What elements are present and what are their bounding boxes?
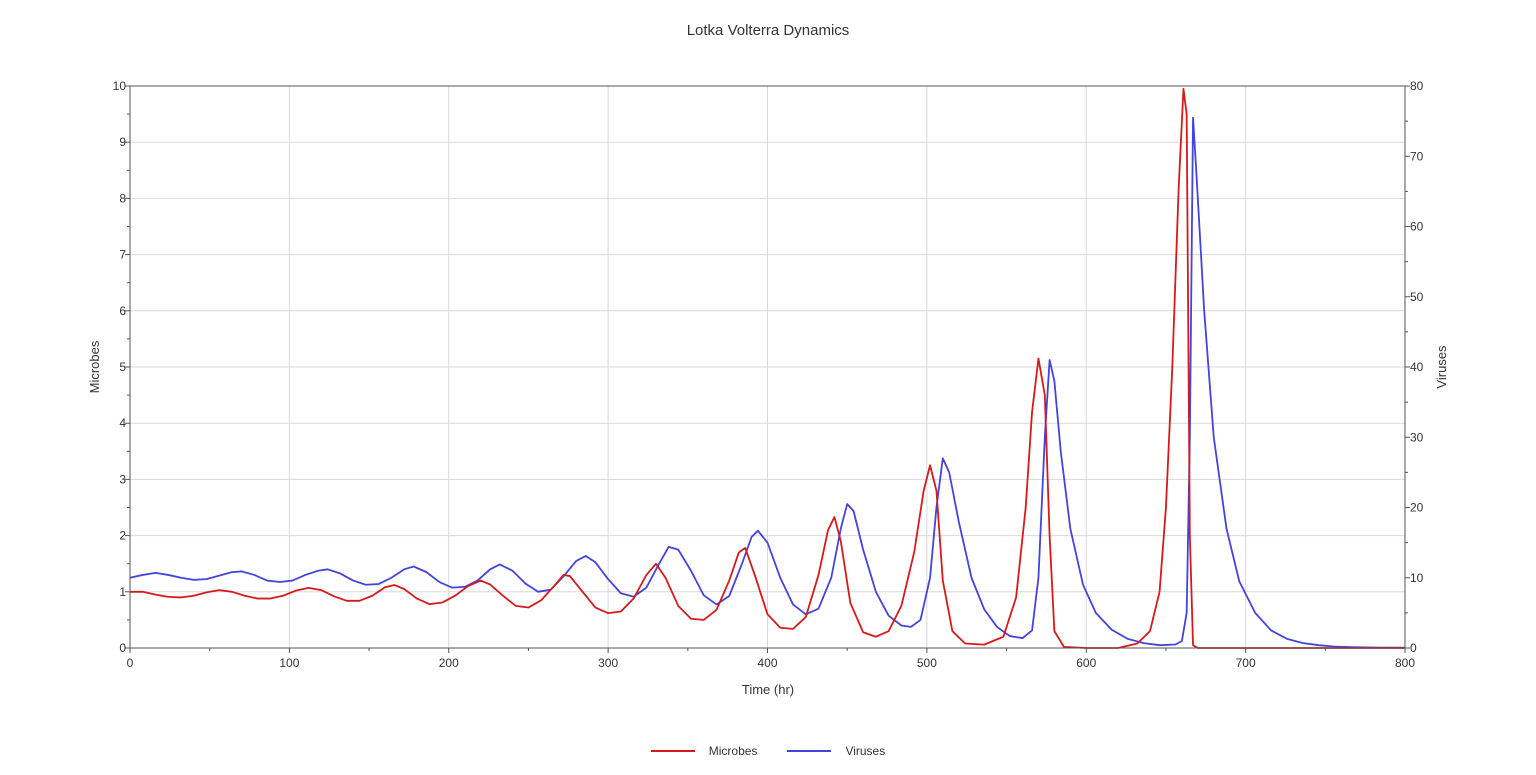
y-left-tick-label: 7 [119,248,126,262]
y-right-tick-label: 50 [1410,290,1424,304]
legend-item-microbes[interactable]: Microbes [650,744,758,758]
x-tick-label: 100 [279,656,299,670]
x-tick-label: 0 [127,656,134,670]
x-axis-label: Time (hr) [742,682,794,697]
x-tick-label: 700 [1236,656,1256,670]
legend-swatch-viruses [787,750,832,752]
legend: Microbes Viruses [0,744,1536,758]
y-right-tick-label: 10 [1410,571,1424,585]
chart-title: Lotka Volterra Dynamics [687,22,850,39]
series-line-viruses [129,116,1405,649]
legend-label-viruses: Viruses [845,744,886,758]
y-left-tick-label: 4 [119,416,126,430]
y-right-tick-label: 0 [1410,641,1417,655]
x-tick-label: 500 [917,656,937,670]
series-line-microbes [130,87,1405,649]
y-right-tick-label: 40 [1410,360,1424,374]
legend-label-microbes: Microbes [708,744,758,758]
y-left-tick-label: 9 [119,135,126,149]
x-tick-label: 800 [1395,656,1415,670]
y-left-tick-label: 3 [119,472,126,486]
y-left-axis-label: Microbes [87,340,102,393]
y-left-tick-label: 5 [119,360,126,374]
axis-layer: 0 100 200 300 400 500 600 700 800012345678910010… [113,79,1424,670]
y-right-axis-label: Viruses [1434,345,1449,389]
y-right-tick-label: 20 [1410,501,1424,515]
y-right-tick-label: 60 [1410,220,1424,234]
x-tick-label: 200 [439,656,459,670]
y-left-tick-label: 2 [119,529,126,543]
y-left-tick-label: 6 [119,304,126,318]
y-right-tick-label: 70 [1410,149,1424,163]
y-left-tick-label: 8 [119,191,126,205]
legend-item-viruses[interactable]: Viruses [787,744,885,758]
y-left-tick-label: 10 [113,79,127,93]
x-tick-label: 400 [757,656,777,670]
x-tick-label: 600 [1076,656,1096,670]
y-right-tick-label: 80 [1410,79,1424,93]
legend-swatch-microbes [650,750,695,752]
y-right-tick-label: 30 [1410,430,1424,444]
grid-layer [129,85,1406,649]
y-left-tick-label: 0 [119,641,126,655]
y-left-tick-label: 1 [119,585,126,599]
series-layer [129,87,1405,649]
x-tick-label: 300 [598,656,618,670]
